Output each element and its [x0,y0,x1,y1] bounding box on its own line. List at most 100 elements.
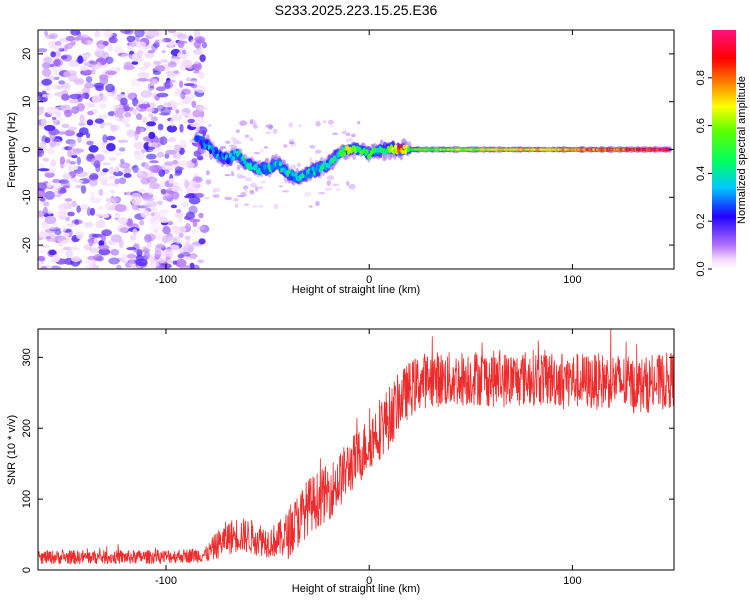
noise-blob [290,164,297,170]
noise-blob [98,188,104,197]
noise-blob [98,114,109,119]
noise-blob [123,64,135,71]
ridge-core [226,157,230,165]
noise-blob [142,197,155,202]
noise-blob [38,191,46,198]
noise-blob [140,90,153,98]
noise-blob [157,257,167,264]
noise-blob [146,121,157,127]
ridge-core [293,175,297,183]
noise-blob [140,162,150,168]
noise-blob [83,265,96,269]
noise-blob [118,239,124,249]
noise-blob [192,49,203,55]
noise-blob [236,164,241,171]
noise-blob [76,56,84,64]
noise-blob [132,108,137,115]
noise-blob [38,262,42,268]
colorbar-ticks: 0.0 0.2 0.4 0.6 0.8 [695,70,712,277]
noise-blob [44,30,49,36]
noise-blob [326,180,332,187]
noise-blob [148,113,154,118]
noise-blob [52,254,60,263]
noise-blob [86,140,94,146]
noise-blob [91,233,103,238]
noise-blob [345,138,354,143]
noise-blob [134,132,139,141]
noise-blob [54,41,62,46]
noise-blob [150,253,155,260]
noise-blob [191,158,198,164]
noise-blob [52,83,59,90]
snr-frame [37,328,675,571]
noise-blob [38,231,49,238]
noise-blob [192,109,202,118]
ridge-core [304,174,308,180]
noise-blob [54,235,67,242]
noise-blob [346,181,350,186]
noise-blob [63,71,71,78]
noise-blob [162,38,172,43]
noise-blob [50,265,61,269]
noise-blob [182,144,188,148]
noise-blob [197,259,205,264]
noise-blob [283,144,288,148]
noise-blob [147,82,155,92]
snr-y-ticks: 0 100 200 300 [21,348,674,573]
noise-blob [101,229,112,237]
noise-blob [174,173,180,177]
noise-blob [186,77,191,82]
x-tick-label: 0 [366,575,372,587]
noise-blob [48,249,57,256]
colorbar-gradient [712,30,736,269]
noise-blob [136,50,143,57]
noise-blob [102,168,109,173]
snr-panel: -100 0 100 0 100 200 300 Height of straight l… [6,328,675,595]
noise-blob [142,246,148,253]
noise-blob [108,36,118,44]
y-tick-label: -10 [21,189,33,205]
noise-blob [191,64,200,69]
noise-blob [231,171,234,177]
ridge-core [368,153,372,159]
ridge-core [210,144,214,151]
noise-blob [154,65,166,72]
noise-blob [179,123,184,133]
noise-blob [60,104,72,110]
noise-blob [196,156,204,161]
noise-blob [66,159,71,164]
noise-blob [240,191,247,198]
noise-blob [65,249,74,259]
noise-blob [244,177,253,182]
noise-blob [98,175,110,183]
noise-blob [155,232,163,241]
noise-blob [167,235,178,244]
noise-blob [351,133,356,138]
noise-blob [50,51,56,58]
noise-blob [85,222,94,227]
noise-blob [140,209,150,218]
noise-blob [101,122,113,126]
noise-blob [81,92,90,99]
noise-blob [158,38,166,44]
noise-blob [117,139,129,143]
noise-blob [179,80,184,88]
noise-blob [191,228,199,234]
noise-blob [38,146,44,155]
noise-blob [64,109,73,118]
noise-blob [87,110,94,116]
noise-blob [148,164,160,174]
noise-blob [47,209,53,215]
noise-blob [67,149,73,158]
noise-blob [59,210,67,217]
signal-ridge [194,131,672,186]
noise-blob [148,131,156,140]
noise-blob [131,61,139,65]
noise-blob [149,102,156,108]
noise-blob [296,162,302,168]
colorbar-tick-label: 0.4 [695,166,707,181]
noise-blob [67,126,77,131]
noise-blob [198,212,204,219]
noise-blob [61,93,70,101]
figure-title: S233.2025.223.15.25.E36 [275,2,438,18]
